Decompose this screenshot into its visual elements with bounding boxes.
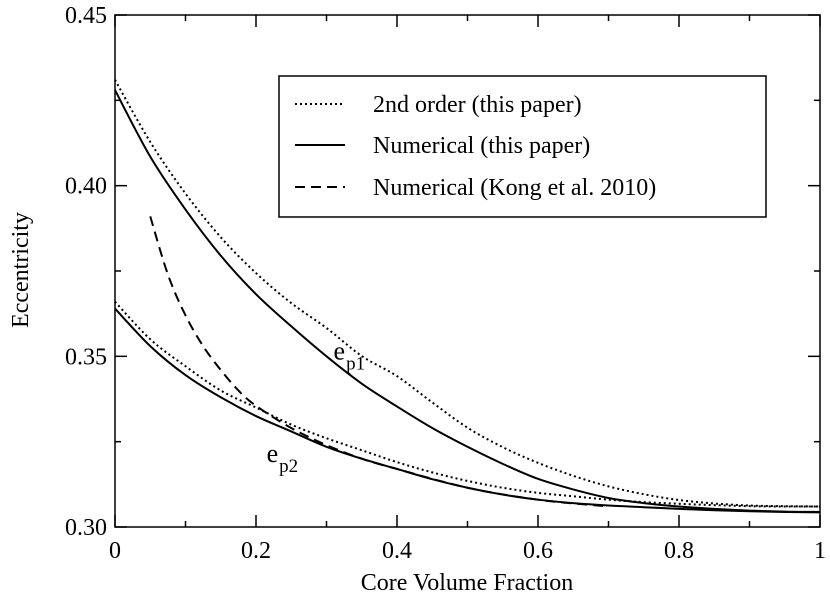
axes-layer: 0 0.2 0.4 0.6 0.8 1 0.30 0.35 0.40 0.45 <box>65 3 826 564</box>
x-tick-label: 0.8 <box>664 538 694 564</box>
legend: 2nd order (this paper) Numerical (this p… <box>278 75 767 218</box>
x-tick-label: 0.4 <box>382 538 412 564</box>
series-layer <box>114 79 821 514</box>
annotation-layer: ep1 ep2 <box>267 337 366 477</box>
x-axis-title: Core Volume Fraction <box>361 570 573 596</box>
x-tick-label: 0.2 <box>241 538 271 564</box>
y-tick-label: 0.45 <box>65 3 107 29</box>
legend-box <box>278 75 767 218</box>
legend-label-numerical: Numerical (this paper) <box>373 133 590 159</box>
series-line-dashed <box>149 216 609 508</box>
legend-label-kong: Numerical (Kong et al. 2010) <box>373 175 656 201</box>
y-tick-label: 0.30 <box>65 515 107 541</box>
x-tick-label: 0.6 <box>523 538 553 564</box>
x-tick-label: 0 <box>109 538 121 564</box>
y-tick-label: 0.35 <box>65 344 107 370</box>
x-tick-label: 1 <box>814 538 826 564</box>
series-line-solid <box>114 89 821 513</box>
y-axis-title: Eccentricity <box>8 212 34 328</box>
curve-annotation: ep1 <box>334 337 366 375</box>
curve-annotation: ep2 <box>267 439 299 477</box>
legend-label-2nd-order: 2nd order (this paper) <box>373 92 582 118</box>
series-line-dotted <box>114 301 821 508</box>
y-tick-label: 0.40 <box>65 174 107 200</box>
